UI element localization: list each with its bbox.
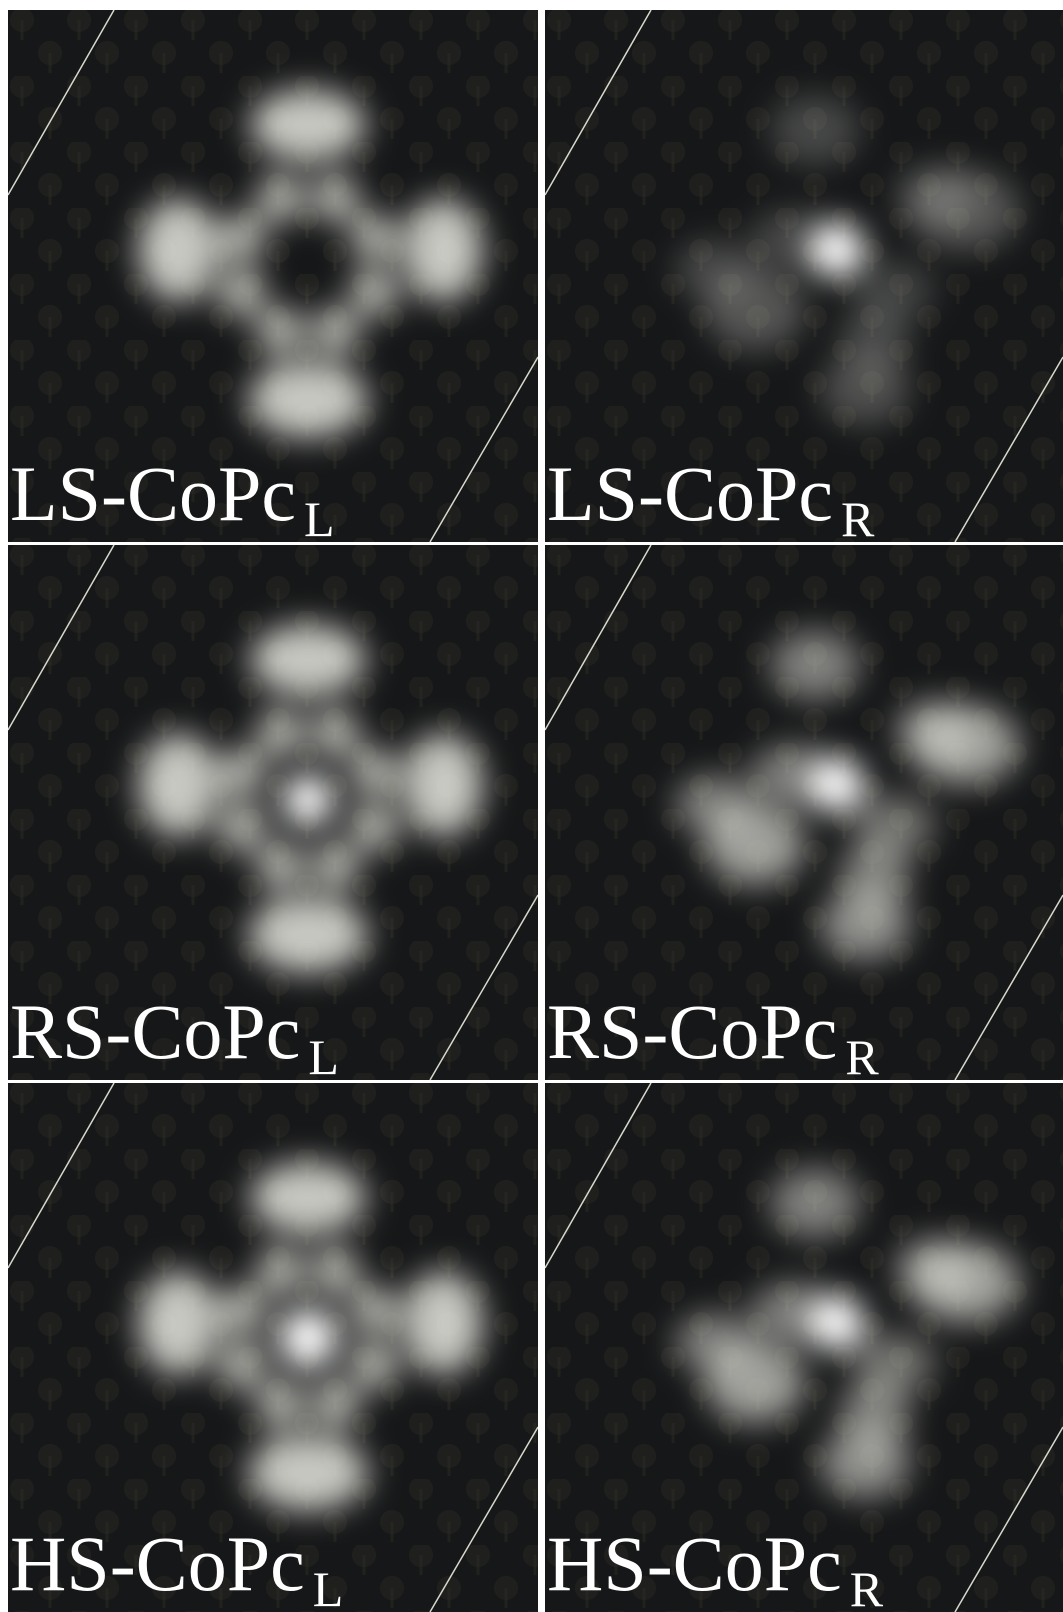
lobe xyxy=(217,213,265,261)
lobe xyxy=(820,1428,910,1498)
lobe xyxy=(217,804,265,852)
lobe xyxy=(770,95,860,165)
lobe xyxy=(910,1243,1020,1323)
lobe xyxy=(312,1381,360,1429)
lobe xyxy=(138,733,218,837)
lobe xyxy=(351,1342,399,1390)
lobe xyxy=(820,355,910,425)
label-subscript: L xyxy=(304,491,335,547)
label-main: LS-CoPc xyxy=(547,450,833,537)
lobe xyxy=(403,1271,483,1375)
lobe xyxy=(217,1342,265,1390)
lobe xyxy=(312,174,360,222)
lobe xyxy=(256,174,304,222)
label-subscript: R xyxy=(841,491,875,547)
lobe xyxy=(770,630,860,700)
lobe xyxy=(675,1313,755,1373)
lobe xyxy=(248,897,368,973)
lobe xyxy=(256,843,304,891)
lobe xyxy=(312,843,360,891)
lobe xyxy=(250,624,366,696)
lobe xyxy=(910,170,1020,250)
page: LS-CoPcLLS-CoPcRRS-CoPcLRS-CoPcRHS-CoPcL… xyxy=(0,0,1063,1612)
lobe xyxy=(217,1286,265,1334)
label-subscript: R xyxy=(845,1029,879,1085)
lobe xyxy=(312,308,360,356)
lobe xyxy=(855,795,935,855)
lobe xyxy=(256,308,304,356)
label-main: RS-CoPc xyxy=(547,988,837,1075)
lobe xyxy=(403,733,483,837)
center xyxy=(809,1295,865,1351)
lobe xyxy=(675,240,755,300)
lobe xyxy=(250,1162,366,1234)
lobe xyxy=(138,1271,218,1375)
lobe xyxy=(248,1435,368,1511)
panel-content: HS-CoPcL xyxy=(8,1083,538,1612)
label-main: HS-CoPc xyxy=(10,1520,305,1607)
label-subscript: L xyxy=(308,1029,339,1085)
lobe xyxy=(675,775,755,835)
lobe xyxy=(312,1247,360,1295)
lobe xyxy=(217,748,265,796)
label-main: RS-CoPc xyxy=(10,988,300,1075)
lobe xyxy=(256,709,304,757)
lobe xyxy=(770,1168,860,1238)
lobe xyxy=(217,269,265,317)
label-main: LS-CoPc xyxy=(10,450,296,537)
lobe xyxy=(351,269,399,317)
center xyxy=(282,774,334,826)
label-subscript: R xyxy=(850,1561,884,1612)
lobe xyxy=(256,1247,304,1295)
center xyxy=(809,222,865,278)
lobe xyxy=(351,1286,399,1334)
label-subscript: L xyxy=(313,1561,344,1612)
lobe xyxy=(910,705,1020,785)
lobe xyxy=(248,362,368,438)
lobe xyxy=(351,804,399,852)
lobe xyxy=(138,198,218,302)
lobe xyxy=(855,260,935,320)
lobe xyxy=(312,709,360,757)
lobe xyxy=(351,213,399,261)
lobe xyxy=(820,890,910,960)
label-main: HS-CoPc xyxy=(547,1520,842,1607)
center xyxy=(809,757,865,813)
figure: LS-CoPcLLS-CoPcRRS-CoPcLRS-CoPcRHS-CoPcL… xyxy=(0,0,1063,1612)
lobe xyxy=(256,1381,304,1429)
lobe xyxy=(855,1333,935,1393)
lobe xyxy=(403,198,483,302)
lobe xyxy=(351,748,399,796)
lobe xyxy=(250,89,366,161)
center xyxy=(278,1308,338,1368)
